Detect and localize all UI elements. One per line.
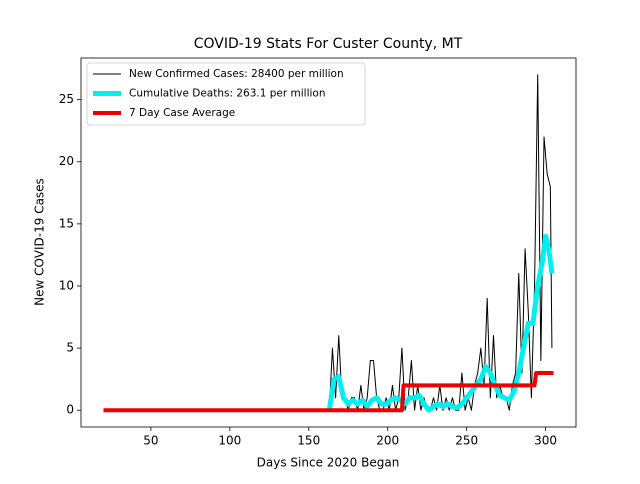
legend-label: New Confirmed Cases: 28400 per million bbox=[129, 68, 344, 80]
legend-box bbox=[86, 62, 366, 126]
x-tick-label: 200 bbox=[376, 434, 399, 448]
x-tick-label: 50 bbox=[143, 434, 158, 448]
legend-label: Cumulative Deaths: 263.1 per million bbox=[129, 88, 326, 100]
y-tick-label: 10 bbox=[59, 278, 74, 292]
x-tick-label: 300 bbox=[534, 434, 557, 448]
y-tick-label: 15 bbox=[59, 216, 74, 230]
plot-frame bbox=[80, 57, 577, 428]
y-tick-label: 25 bbox=[59, 92, 74, 106]
series-line bbox=[326, 233, 555, 413]
legend-label: 7 Day Case Average bbox=[129, 107, 235, 119]
chart-title: COVID-19 Stats For Custer County, MT bbox=[194, 36, 463, 52]
y-tick-label: 20 bbox=[59, 154, 74, 168]
y-axis-label: New COVID-19 Cases bbox=[33, 178, 47, 306]
x-tick-label: 250 bbox=[455, 434, 478, 448]
series-line bbox=[103, 370, 554, 413]
y-tick-label: 5 bbox=[66, 341, 74, 355]
x-tick-label: 150 bbox=[297, 434, 320, 448]
x-tick-label: 100 bbox=[218, 434, 241, 448]
y-tick-label: 0 bbox=[66, 403, 74, 417]
x-axis-label: Days Since 2020 Began bbox=[257, 456, 400, 470]
series-line bbox=[328, 74, 553, 411]
